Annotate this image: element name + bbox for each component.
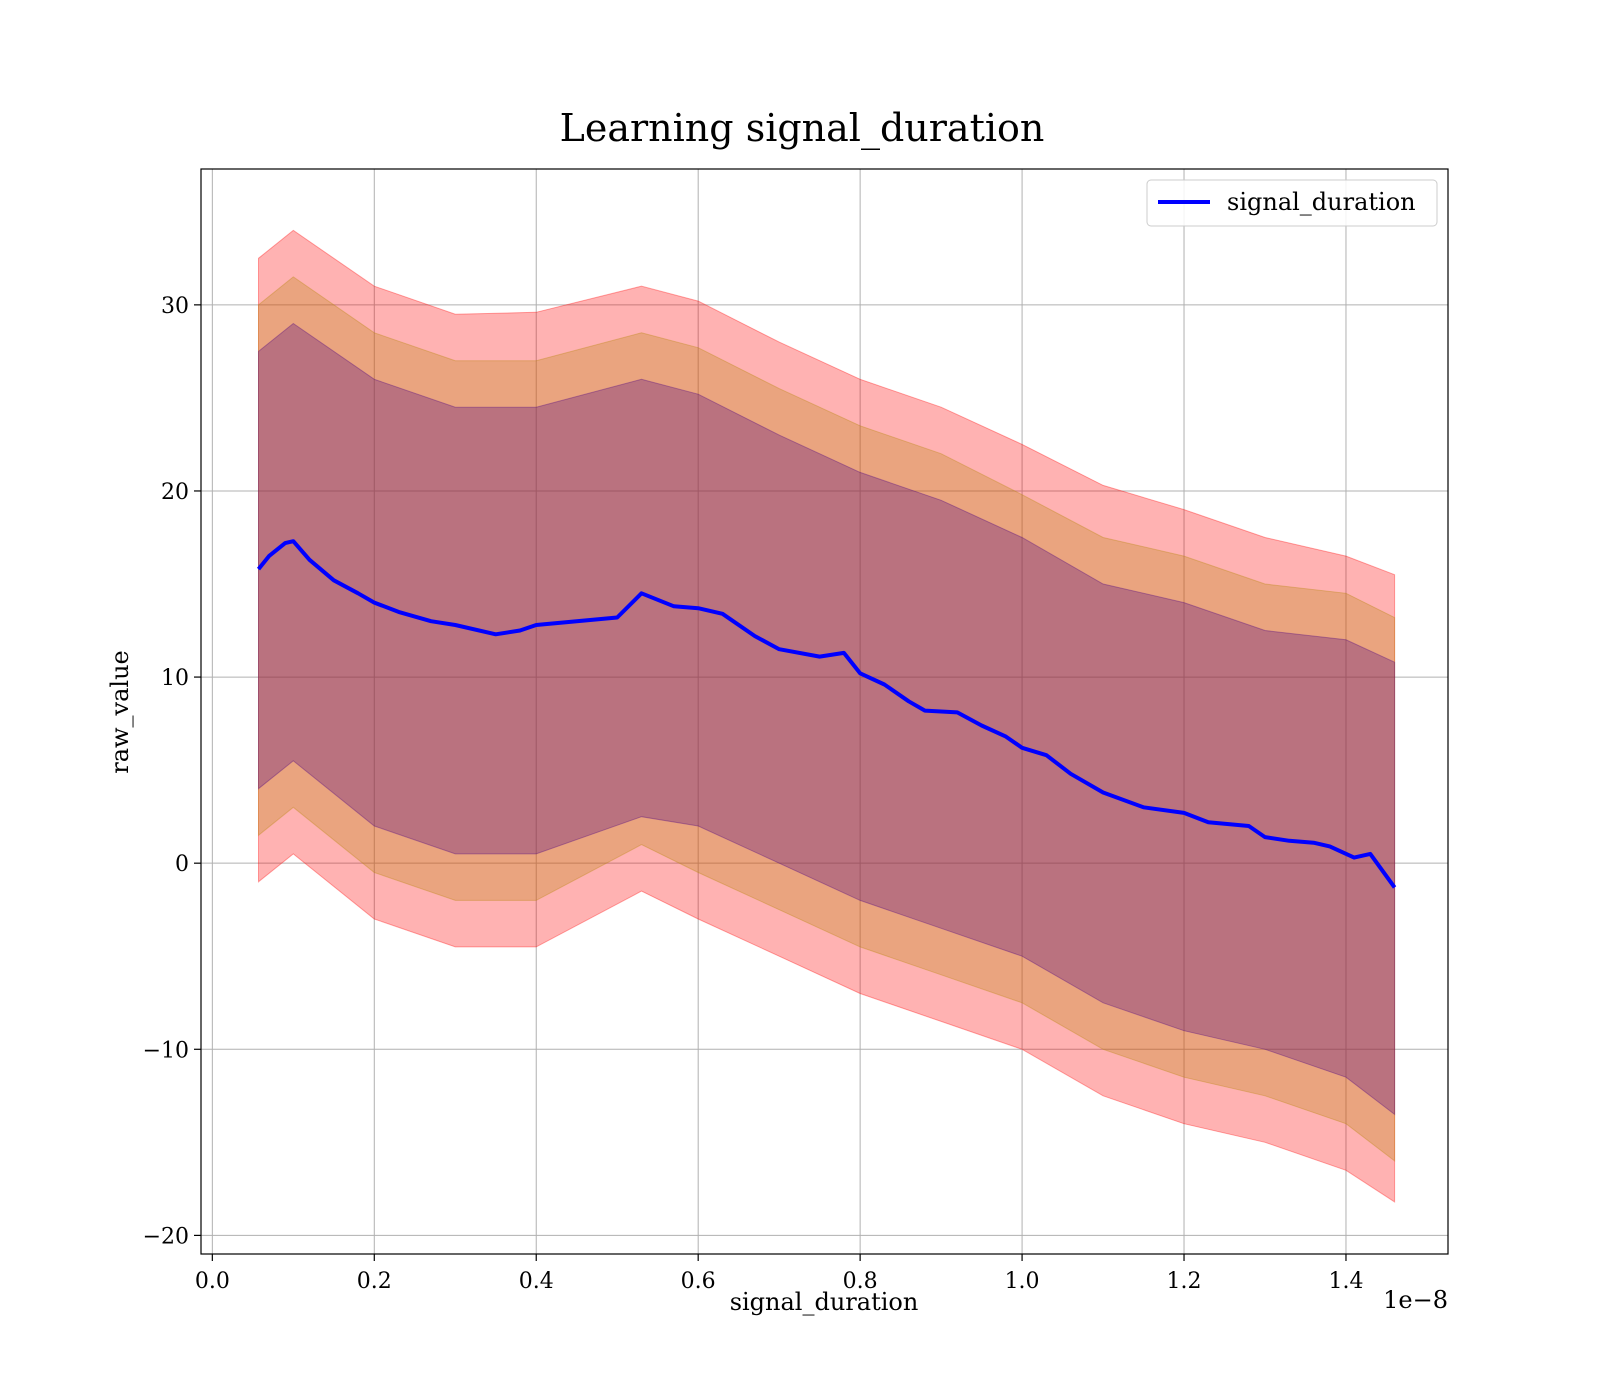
x-tick-label: 1.4 [1328, 1269, 1363, 1294]
y-tick-label: 20 [161, 480, 189, 505]
y-tick-label: 10 [161, 666, 189, 691]
y-tick-label: −10 [143, 1038, 189, 1063]
chart-title: Learning signal_duration [560, 106, 1045, 151]
x-axis-offset-label: 1e−8 [1383, 1286, 1448, 1314]
plot-frame [200, 168, 1449, 1255]
grid [201, 169, 1448, 1254]
confidence-bands [258, 229, 1396, 1203]
y-tick-label: 30 [161, 294, 189, 319]
y-axis-label: raw_value [106, 650, 134, 774]
confidence-band-2 [258, 276, 1396, 1162]
axis-ticks: 0.0 0.2 0.4 0.6 0.8 1.0 1.2 1.4 −20 −10 0 10 20 30 [143, 294, 1364, 1294]
y-tick-label: 0 [175, 852, 189, 877]
series-lines [256, 539, 1397, 889]
x-tick-label: 1.0 [1005, 1269, 1040, 1294]
x-tick-label: 0.2 [357, 1269, 392, 1294]
legend-box [1146, 179, 1438, 227]
series-line-signal_duration [256, 539, 1397, 889]
x-tick-label: 0.6 [681, 1269, 716, 1294]
legend-label: signal_duration [1227, 188, 1416, 216]
x-axis-label: signal_duration [730, 1288, 919, 1316]
confidence-band-3 [258, 322, 1396, 1116]
x-tick-label: 0.4 [519, 1269, 554, 1294]
confidence-band-1 [258, 229, 1396, 1203]
legend: signal_duration [1146, 179, 1438, 227]
x-tick-label: 0.8 [843, 1269, 878, 1294]
y-tick-label: −20 [143, 1224, 189, 1249]
x-tick-label: 1.2 [1167, 1269, 1202, 1294]
x-tick-label: 0.0 [195, 1269, 230, 1294]
